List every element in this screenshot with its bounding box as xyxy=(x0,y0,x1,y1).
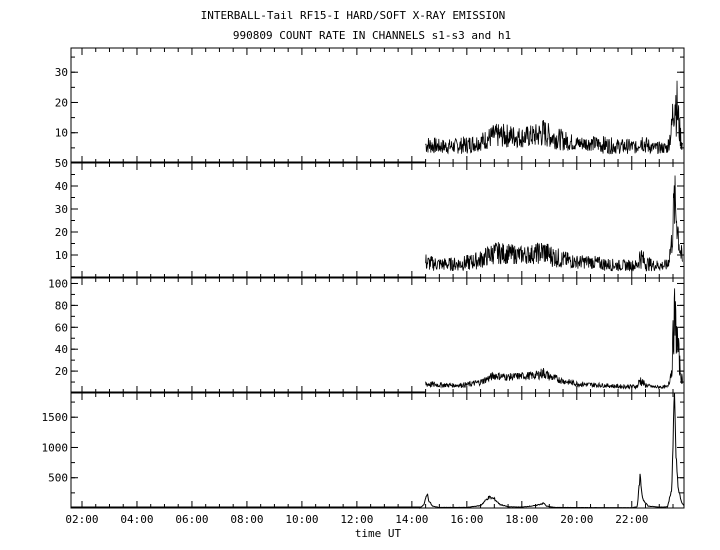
panel-frame xyxy=(70,277,685,394)
x-tick-label: 08:00 xyxy=(230,513,263,526)
y-tick-label: 30 xyxy=(55,66,68,79)
x-tick-label: 22:00 xyxy=(615,513,648,526)
y-tick-label: 1500 xyxy=(42,411,69,424)
x-tick-label: 06:00 xyxy=(175,513,208,526)
series-line xyxy=(425,175,684,272)
y-tick-label: 10 xyxy=(55,127,68,140)
x-axis-label: time UT xyxy=(355,527,402,540)
x-tick-label: 14:00 xyxy=(395,513,428,526)
panel-3: 20 40 60 80 100 xyxy=(48,277,685,394)
y-tick-label: 20 xyxy=(55,96,68,109)
y-tick-label: 50 xyxy=(55,157,68,170)
x-tick-label: 10:00 xyxy=(285,513,318,526)
chart-subtitle: 990809 COUNT RATE IN CHANNELS s1-s3 and … xyxy=(233,29,511,42)
panels-group: 10 20 30 10 20 30 40 50 20 40 60 80 100 500 1000 1500 xyxy=(42,47,685,509)
y-tick-label: 20 xyxy=(55,226,68,239)
panel-4: 500 1000 1500 xyxy=(42,392,685,509)
y-tick-label: 40 xyxy=(55,343,68,356)
panel-frame xyxy=(70,392,685,509)
y-tick-label: 1000 xyxy=(42,441,69,454)
panel-1: 10 20 30 xyxy=(55,47,685,164)
x-tick-label: 18:00 xyxy=(505,513,538,526)
series-line xyxy=(425,288,684,390)
y-tick-label: 20 xyxy=(55,365,68,378)
series-line xyxy=(71,392,685,509)
panel-2: 10 20 30 40 50 xyxy=(55,157,685,279)
x-tick-labels-group: 02:00 04:00 06:00 08:00 10:00 12:00 14:00 16:00… xyxy=(65,513,648,526)
y-tick-label: 80 xyxy=(55,299,68,312)
y-tick-label: 100 xyxy=(48,277,68,290)
x-tick-label: 12:00 xyxy=(340,513,373,526)
x-tick-label: 16:00 xyxy=(450,513,483,526)
y-tick-label: 60 xyxy=(55,321,68,334)
x-tick-label: 02:00 xyxy=(65,513,98,526)
chart-title: INTERBALL-Tail RF15-I HARD/SOFT X-RAY EM… xyxy=(201,9,506,22)
y-tick-label: 10 xyxy=(55,249,68,262)
series-line xyxy=(425,80,684,155)
x-tick-label: 20:00 xyxy=(560,513,593,526)
x-tick-label: 04:00 xyxy=(120,513,153,526)
y-tick-label: 500 xyxy=(48,472,68,485)
y-tick-label: 40 xyxy=(55,180,68,193)
panel-frame xyxy=(70,47,685,164)
y-tick-label: 30 xyxy=(55,203,68,216)
